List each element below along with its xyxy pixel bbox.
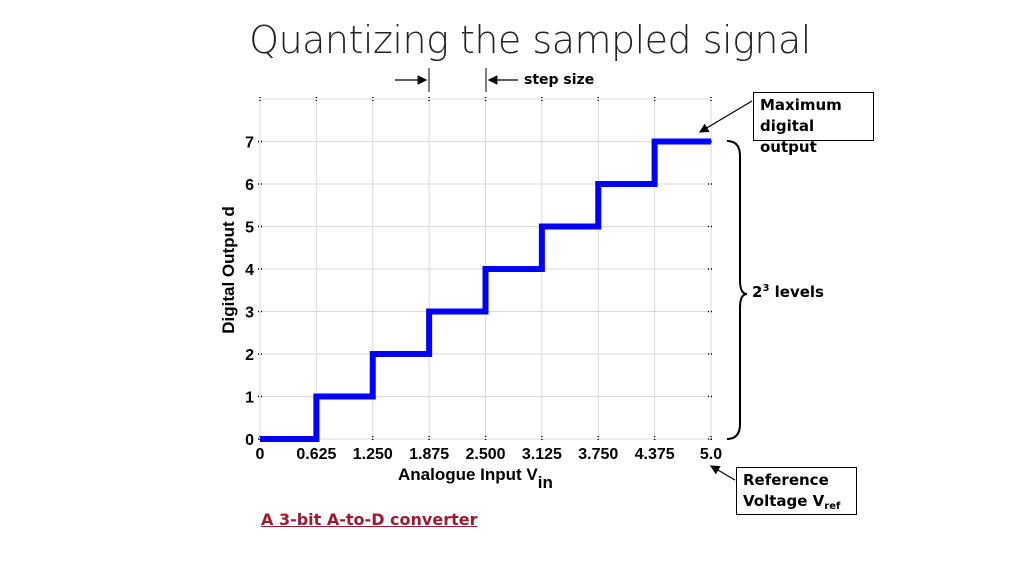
y-ticks: 0 1 2 3 4 5 6 7 <box>245 135 713 449</box>
x-tick-label: 0.625 <box>296 446 336 463</box>
x-tick-label: 2.500 <box>465 446 505 463</box>
x-tick-label: 3.750 <box>578 446 618 463</box>
x-axis-label-subscript: in <box>537 473 553 492</box>
reference-line1: Reference <box>743 471 829 489</box>
slide-title: Quantizing the sampled signal <box>249 18 811 62</box>
y-tick-label: 6 <box>245 177 254 194</box>
y-tick-label: 2 <box>245 347 254 364</box>
x-ticks: 0 0.625 1.250 1.875 2.500 3.125 3.750 4.375 5.0 <box>256 97 722 463</box>
x-tick-label: 3.125 <box>522 446 562 463</box>
y-tick-label: 4 <box>245 262 254 279</box>
x-tick-label: 1.250 <box>353 446 393 463</box>
y-tick-label: 1 <box>245 390 254 407</box>
y-tick-label: 3 <box>245 305 254 322</box>
max-output-line2: digital output <box>760 117 817 156</box>
x-tick-label: 5.0 <box>700 446 722 463</box>
max-output-callout: Maximum digital output <box>753 92 874 156</box>
reference-arrow <box>709 465 736 481</box>
max-output-line1: Maximum <box>760 96 842 114</box>
step-size-label: step size <box>524 72 595 88</box>
y-tick-label: 7 <box>245 135 254 152</box>
reference-line2-main: Voltage V <box>743 492 825 510</box>
x-tick-label: 0 <box>256 446 265 463</box>
y-tick-label: 0 <box>245 432 254 449</box>
reference-callout: Reference Voltage Vref <box>736 467 857 515</box>
x-tick-label: 1.875 <box>409 446 449 463</box>
reference-subscript: ref <box>824 501 841 512</box>
x-axis-label: Analogue Input Vin <box>398 465 553 493</box>
levels-brace <box>726 140 748 440</box>
y-axis-label: Digital Output d <box>219 206 238 333</box>
max-output-arrow <box>698 100 753 133</box>
levels-base: 2 <box>752 283 763 301</box>
levels-exponent: 3 <box>762 283 770 294</box>
reference-line2: Voltage Vref <box>743 491 850 517</box>
levels-suffix: levels <box>769 283 824 301</box>
x-axis-label-main: Analogue Input V <box>398 465 538 484</box>
figure-caption: A 3-bit A-to-D converter <box>261 510 478 529</box>
y-tick-label: 5 <box>245 220 254 237</box>
series-line <box>260 138 711 442</box>
levels-label: 23 levels <box>752 283 824 301</box>
x-tick-label: 4.375 <box>635 446 675 463</box>
